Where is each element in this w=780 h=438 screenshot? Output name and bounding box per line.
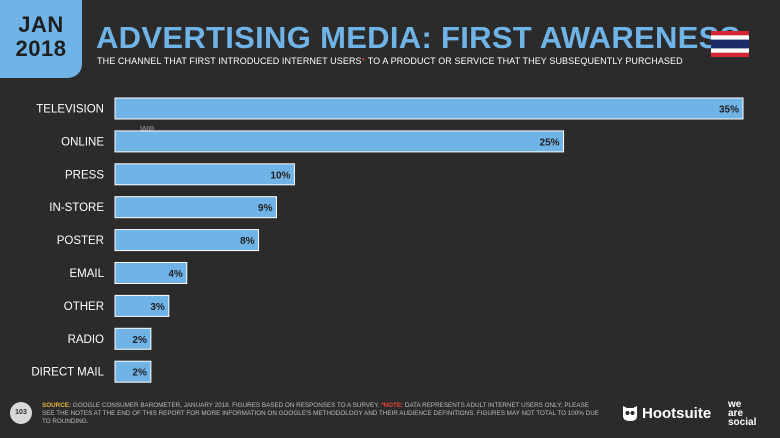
value-label: 2% [132,335,147,346]
hootsuite-brand: Hootsuite [622,404,711,422]
date-month: JAN [18,12,64,37]
page-subtitle: THE CHANNEL THAT FIRST INTRODUCED INTERN… [97,56,683,66]
bar [114,360,152,383]
bar [114,229,260,252]
category-label: IN-STORE [49,202,104,214]
value-label: 35% [719,105,739,116]
hootsuite-owl-icon [623,406,637,421]
bar-chart: TELEVISION 35% ONLINE 25% PRESS 10% IN-STORE 9%… [31,97,744,383]
category-label: EMAIL [69,268,104,280]
bar [114,327,152,350]
source-text: GOOGLE CONSUMER BAROMETER, JANUARY 2018.… [71,402,382,409]
value-label: 4% [168,269,183,280]
bar [114,130,565,153]
thailand-flag-icon [711,31,749,57]
page-title: ADVERTISING MEDIA: FIRST AWARENESS [96,20,741,55]
category-label: ONLINE [61,136,104,148]
value-label: 9% [258,203,273,214]
value-label: 2% [132,368,147,379]
bar [114,294,170,317]
date-badge: JAN 2018 [0,0,82,78]
value-label: 8% [240,236,255,247]
date-year: 2018 [15,36,67,61]
category-label: DIRECT MAIL [31,367,104,379]
category-label: RADIO [68,334,104,346]
we-are-social-logo: we are social [728,399,757,428]
value-label: 3% [150,302,165,313]
footer-source: SOURCE: GOOGLE CONSUMER BAROMETER, JANUA… [42,402,602,426]
page-number: 103 [10,402,32,424]
note-text: DATA REPRESENTS ADULT INTERNET USERS ONL… [42,402,599,425]
value-label: 25% [540,137,560,148]
note-label: *NOTE: [381,402,404,409]
subtitle-post: TO A PRODUCT OR SERVICE THAT THEY SUBSEQ… [365,56,683,66]
bar [114,97,744,120]
hootsuite-logo-text: Hootsuite [642,404,712,422]
category-label: PRESS [65,169,104,181]
subtitle-asterisk: * [361,56,366,66]
subtitle-pre: THE CHANNEL THAT FIRST INTRODUCED INTERN… [97,56,362,66]
bar [114,262,188,284]
bar [114,163,295,186]
category-label: TELEVISION [36,104,104,116]
category-label: POSTER [57,235,104,247]
category-label: OTHER [64,301,104,313]
bar [114,196,277,219]
source-label: SOURCE: [42,402,72,409]
value-label: 10% [270,170,290,181]
